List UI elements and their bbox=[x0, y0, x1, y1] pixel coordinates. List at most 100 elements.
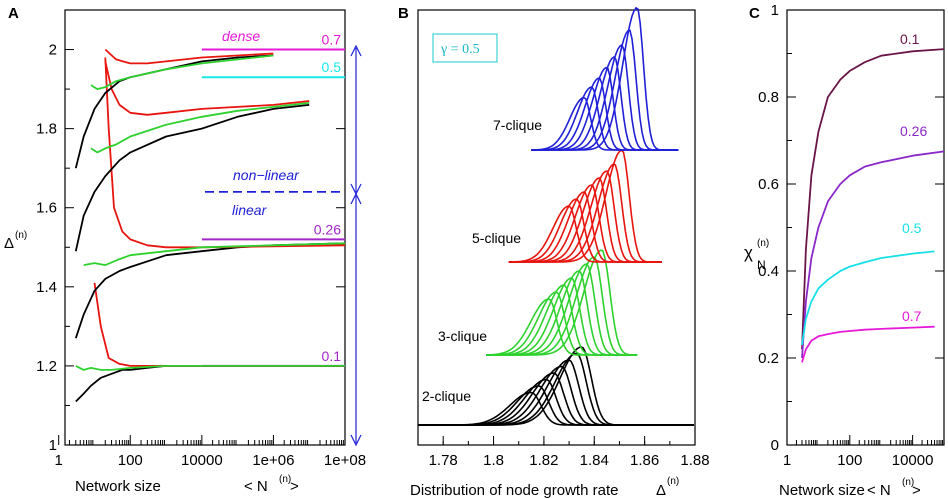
panel-a-series-6 bbox=[74, 104, 310, 252]
panel-b-x-tick-label: 1.86 bbox=[630, 452, 659, 469]
panel-a-series-7 bbox=[104, 61, 310, 116]
linear-label: linear bbox=[232, 202, 268, 218]
panel-c-y-tick-label: 0.4 bbox=[758, 263, 779, 280]
reference-label-0.1: 0.1 bbox=[322, 348, 342, 364]
panel-b-distribution-3-clique-3 bbox=[486, 277, 638, 356]
panel-c-ylabel: χ bbox=[744, 243, 753, 262]
panel-b-xlabel-sup: (n) bbox=[667, 476, 679, 487]
panel-c-ticks: 1 100 10000 0 0.2 0.4 0.6 0.8 1 bbox=[758, 2, 944, 469]
panel-b-distribution-3-clique-4 bbox=[486, 270, 638, 356]
panel-c-xlabel-close: > bbox=[912, 482, 921, 499]
panel-c-xlabel-symbol: < N bbox=[867, 482, 891, 499]
panel-a-series-5 bbox=[83, 242, 346, 267]
panel-b-distribution-3-clique-5 bbox=[486, 263, 638, 356]
clique-label-5: 5-clique bbox=[472, 230, 521, 246]
panel-c-xlabel: Network size bbox=[779, 482, 865, 499]
panel-c-series-0.7 bbox=[801, 325, 935, 363]
panel-c-ylabel-sup: (n) bbox=[757, 238, 769, 249]
panel-c-y-tick-label: 1 bbox=[771, 2, 779, 19]
panel-c-y-tick-label: 0.8 bbox=[758, 89, 779, 106]
lower-range-arrowheads bbox=[350, 192, 362, 447]
panel-c-series-0.26 bbox=[801, 150, 945, 359]
panel-b-distribution-2-clique-7 bbox=[418, 346, 694, 426]
panel-c-letter: C bbox=[749, 5, 760, 22]
panel-a-ylabel-sup: (n) bbox=[15, 230, 27, 241]
panel-a-y-tick-label: 1.6 bbox=[36, 200, 57, 217]
panel-b-x-tick-label: 1.88 bbox=[680, 452, 709, 469]
panel-c-ylabel-sub: N bbox=[757, 258, 766, 272]
panel-a-series-3 bbox=[74, 242, 346, 339]
panel-a-series-2 bbox=[75, 364, 345, 371]
panel-a-y-tick-label: 2 bbox=[49, 42, 57, 59]
panel-a-x-tick-label: 1 bbox=[55, 452, 63, 469]
panel-b-letter: B bbox=[398, 5, 409, 22]
panel-b: B γ = 0.5 1.78 1.8 1.82 1.84 1.86 1.88 7-cliq… bbox=[398, 5, 710, 499]
panel-b-xlabel-symbol: Δ bbox=[656, 482, 666, 499]
panel-a-letter: A bbox=[8, 5, 19, 22]
panel-c-series-0.1 bbox=[801, 48, 945, 350]
panel-a-x-tick-label: 100 bbox=[118, 452, 143, 469]
panel-a-xlabel-close: > bbox=[290, 478, 299, 495]
panel-b-distribution-7-clique-6 bbox=[531, 29, 679, 151]
reference-label-0.7: 0.7 bbox=[322, 32, 342, 48]
panel-b-distribution-3-clique-7 bbox=[486, 249, 638, 356]
dense-label: dense bbox=[222, 28, 260, 44]
panel-a-reference-lines: 0.7 0.5 0.26 0.1 bbox=[201, 32, 345, 367]
panel-b-x-tick-label: 1.78 bbox=[429, 452, 458, 469]
panel-c-x-tick-label: 10000 bbox=[892, 452, 934, 469]
panel-c-series-0.5 bbox=[801, 250, 935, 346]
panel-a-y-tick-label: 1.4 bbox=[36, 279, 57, 296]
gamma-legend-box bbox=[432, 33, 498, 63]
panel-a-series-0 bbox=[75, 364, 345, 403]
clique-label-7: 7-clique bbox=[493, 117, 542, 133]
gamma-legend-text: γ = 0.5 bbox=[440, 42, 480, 57]
panel-a-series bbox=[74, 48, 346, 403]
panel-a-series-11 bbox=[90, 54, 274, 90]
panel-c-x-tick-label: 1 bbox=[783, 452, 791, 469]
panel-b-distribution-5-clique-7 bbox=[508, 149, 662, 263]
panel-c-xlabel-sup: (n) bbox=[902, 477, 914, 488]
clique-label-3: 3-clique bbox=[438, 328, 487, 344]
panel-a-ticks: 1 100 10000 1e+06 1e+08 1 1.2 1.4 1.6 1.8 2 bbox=[36, 42, 366, 469]
panel-c-series-label-0.26: 0.26 bbox=[900, 123, 927, 139]
panel-c-series-label-0.1: 0.1 bbox=[900, 31, 920, 47]
reference-label-0.26: 0.26 bbox=[314, 221, 341, 237]
panel-b-distribution-7-clique-7 bbox=[531, 6, 679, 151]
panel-b-distribution-5-clique-5 bbox=[508, 170, 662, 263]
panel-a-series-1 bbox=[93, 282, 345, 367]
panel-b-distribution-5-clique-6 bbox=[508, 163, 662, 263]
panel-a-series-8 bbox=[90, 102, 310, 154]
panel-c-y-tick-label: 0 bbox=[771, 437, 779, 454]
panel-b-xlabel: Distribution of node growth rate bbox=[410, 482, 618, 499]
panel-a-xlabel: Network size bbox=[75, 478, 161, 495]
panel-c-series-label-0.5: 0.5 bbox=[902, 220, 922, 236]
panel-c-x-tick-label: 100 bbox=[837, 452, 862, 469]
panel-a-x-tick-label: 1e+08 bbox=[324, 452, 366, 469]
panel-c-series: 0.1 0.26 0.5 0.7 bbox=[801, 31, 945, 363]
panel-a-xlabel-symbol: < N bbox=[244, 478, 268, 495]
panel-c-y-tick-label: 0.2 bbox=[758, 350, 779, 367]
panel-a-series-4 bbox=[104, 57, 346, 249]
clique-label-2: 2-clique bbox=[422, 388, 471, 404]
panel-b-x-tick-label: 1.8 bbox=[483, 452, 504, 469]
panel-b-frame bbox=[417, 9, 696, 446]
panel-a-y-tick-label: 1.2 bbox=[36, 358, 57, 375]
nonlinear-label: non−linear bbox=[233, 167, 300, 183]
panel-a-y-tick-label: 1.8 bbox=[36, 121, 57, 138]
panel-a-frame bbox=[64, 9, 346, 446]
panel-b-x-tick-label: 1.84 bbox=[580, 452, 609, 469]
panel-a-y-tick-label: 1 bbox=[49, 437, 57, 454]
panel-b-distribution-7-clique-5 bbox=[531, 43, 679, 151]
panel-b-series bbox=[418, 6, 694, 426]
panel-a-x-tick-label: 1e+06 bbox=[252, 452, 294, 469]
panel-b-ticks: 1.78 1.8 1.82 1.84 1.86 1.88 bbox=[417, 436, 710, 469]
panel-a-x-tick-label: 10000 bbox=[181, 452, 223, 469]
panel-a-ylabel: Δ bbox=[4, 235, 14, 252]
panel-c-y-tick-label: 0.6 bbox=[758, 176, 779, 193]
panel-b-x-tick-label: 1.82 bbox=[529, 452, 558, 469]
panel-a-series-10 bbox=[104, 48, 274, 65]
reference-label-0.5: 0.5 bbox=[322, 59, 342, 75]
